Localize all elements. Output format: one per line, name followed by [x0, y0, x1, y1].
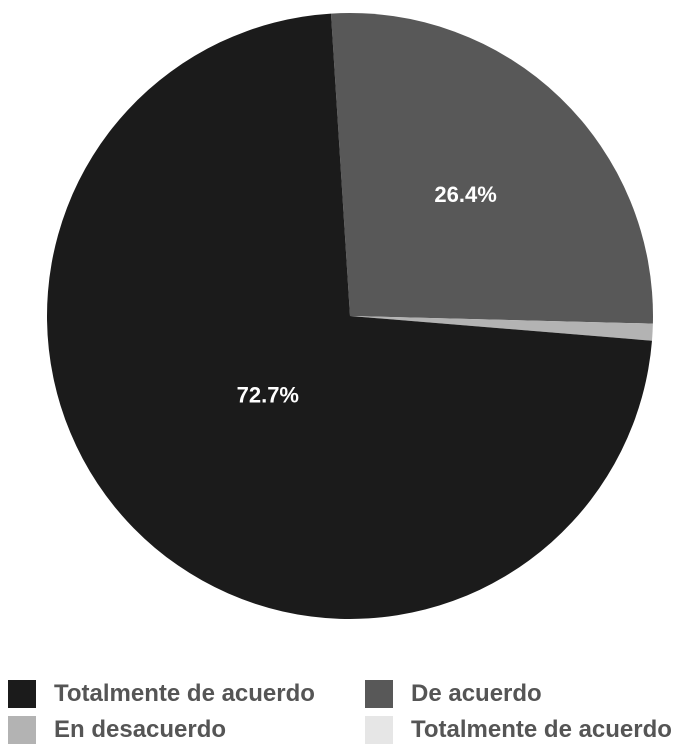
pie-chart: 26.4% 72.7%: [46, 13, 653, 619]
pie-slice: [46, 13, 652, 619]
legend-swatch: [8, 680, 36, 708]
legend-label: Totalmente de acuerdo: [411, 716, 672, 743]
slice-value-label: 72.7%: [237, 382, 299, 407]
legend-item: De acuerdo: [365, 680, 542, 708]
legend-item: En desacuerdo: [8, 716, 226, 744]
pie-slice: [350, 316, 653, 341]
legend-label: En desacuerdo: [54, 716, 227, 743]
legend-swatch: [365, 716, 393, 744]
slice-value-label: 26.4%: [434, 182, 496, 207]
chart-legend: Totalmente de acuerdo De acuerdo En desa…: [0, 672, 678, 744]
pie-chart-svg: 26.4% 72.7%: [46, 13, 653, 619]
legend-item: Totalmente de acuerdo: [365, 716, 672, 744]
legend-label: De acuerdo: [411, 680, 542, 707]
legend-swatch: [365, 680, 393, 708]
legend-swatch: [8, 716, 36, 744]
legend-label: Totalmente de acuerdo: [54, 680, 315, 707]
legend-item: Totalmente de acuerdo: [8, 680, 315, 708]
pie-slice: [330, 13, 653, 324]
